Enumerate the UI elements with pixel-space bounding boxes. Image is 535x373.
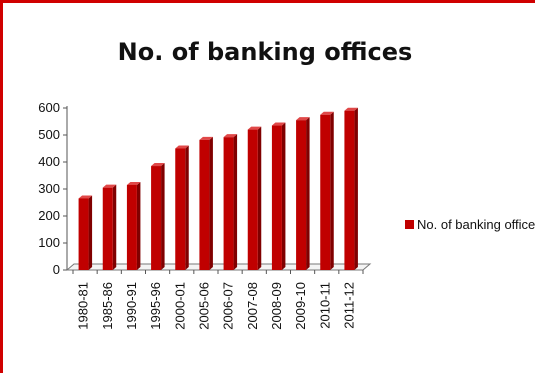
bar-top: [296, 117, 310, 121]
bar: [102, 184, 117, 270]
bar: [78, 195, 93, 270]
bar-front: [199, 139, 210, 270]
x-tick-label: 1990-91: [124, 282, 139, 330]
legend-label: No. of banking offices: [417, 217, 535, 232]
bar: [126, 181, 141, 270]
bar-side: [354, 107, 358, 270]
bar-series: [78, 107, 358, 271]
chart-axes: [65, 106, 372, 271]
bar-top: [247, 126, 262, 130]
x-tick-label: 2008-09: [269, 282, 284, 330]
bar: [247, 126, 262, 270]
bar-front: [175, 148, 186, 270]
bar: [175, 145, 189, 270]
bar: [271, 122, 286, 270]
x-tick-label: 1985-86: [100, 282, 115, 330]
x-tick-label: 1995-96: [148, 282, 163, 330]
x-tick-label: 2011-12: [341, 282, 356, 329]
bar-top: [344, 107, 358, 111]
slide-border-top: [0, 0, 535, 3]
bar: [320, 111, 334, 270]
x-tick-label: 2006-07: [221, 282, 236, 330]
x-axis-ticks: 1980-81 1985-86 1990-91 1995-96 2000-01 2005-…: [72, 270, 364, 330]
legend-swatch: [405, 220, 414, 229]
bar-side: [88, 195, 93, 270]
bar-side: [161, 163, 165, 270]
y-tick-label: 100: [38, 235, 60, 250]
y-tick-label: 600: [38, 100, 60, 115]
y-tick-label: 0: [53, 262, 60, 277]
bar-top: [271, 122, 286, 126]
x-tick-label: 2005-06: [196, 282, 211, 330]
bar-side: [136, 181, 141, 270]
legend: No. of banking offices: [405, 217, 535, 232]
bar-front: [102, 187, 113, 270]
bar-front: [296, 120, 307, 271]
bar: [151, 163, 165, 270]
bar-top: [320, 111, 334, 115]
bar-front: [344, 110, 355, 270]
chart-title: No. of banking offices: [118, 38, 413, 66]
bar-front: [126, 184, 137, 270]
bar-top: [223, 134, 238, 138]
bar-front: [247, 129, 258, 270]
bar-side: [233, 134, 238, 270]
bar-side: [112, 184, 117, 270]
bar: [296, 117, 310, 271]
x-tick-label: 1980-81: [76, 282, 91, 330]
bar-top: [126, 181, 141, 185]
bar-side: [209, 136, 213, 270]
bar-front: [78, 198, 89, 270]
x-tick-label: 2009-10: [293, 282, 308, 330]
bar-front: [320, 114, 331, 270]
y-tick-label: 400: [38, 154, 60, 169]
x-tick-label: 2007-08: [245, 282, 260, 330]
y-tick-label: 300: [38, 181, 60, 196]
bar-side: [330, 111, 334, 270]
x-tick-label: 2010-11: [317, 282, 332, 329]
x-tick-label: 2000-01: [172, 282, 187, 330]
slide-border-left: [0, 0, 3, 373]
bar-top: [78, 195, 93, 199]
y-tick-label: 500: [38, 127, 60, 142]
bar-top: [151, 163, 165, 167]
y-axis-ticks: 0 100 200 300 400 500 600: [38, 100, 67, 277]
bar-side: [281, 122, 286, 270]
chart-floor: [65, 263, 372, 271]
bar-front: [151, 166, 162, 270]
bar: [344, 107, 358, 270]
bar: [223, 134, 238, 270]
bar-top: [199, 136, 213, 140]
bar-side: [306, 117, 310, 271]
bar-front: [223, 137, 234, 270]
bar-top: [102, 184, 117, 188]
y-tick-label: 200: [38, 208, 60, 223]
bar-side: [257, 126, 262, 270]
bar-front: [271, 125, 282, 270]
bar: [199, 136, 213, 270]
bar-top: [175, 145, 189, 149]
bar-side: [185, 145, 189, 270]
